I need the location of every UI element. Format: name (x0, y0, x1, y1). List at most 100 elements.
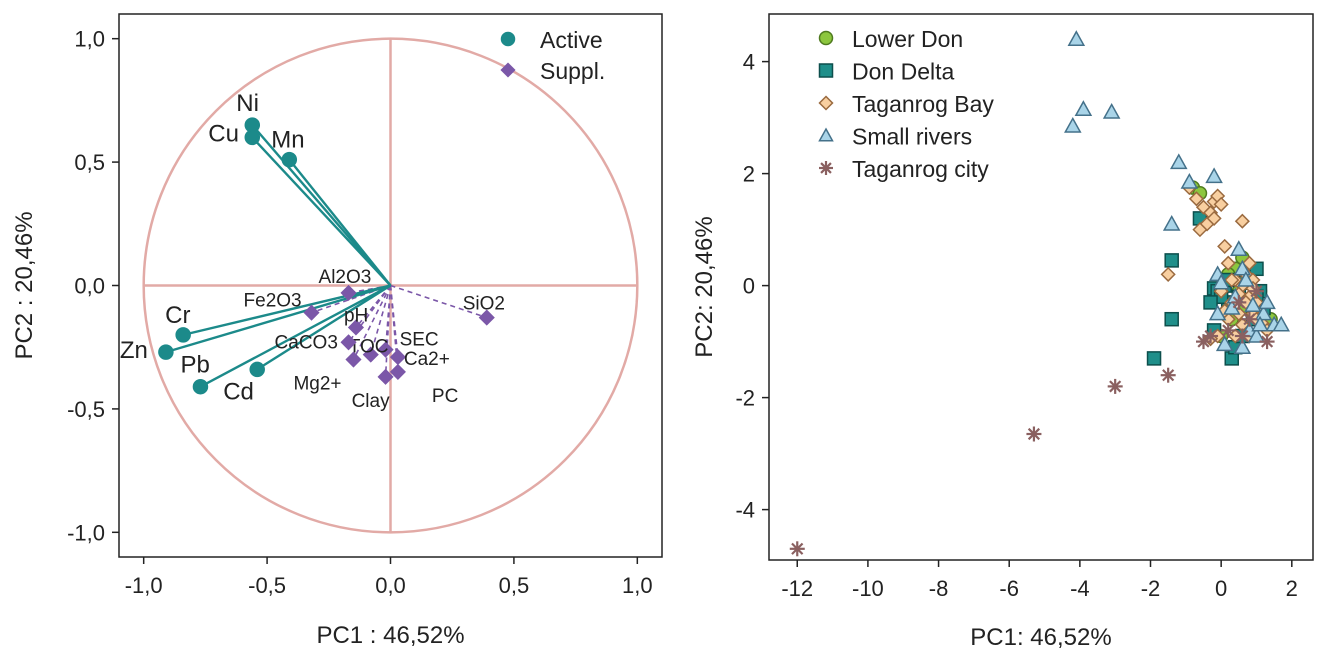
x-tick-label: -4 (1070, 576, 1090, 601)
point-taganrog-bay (1206, 210, 1222, 226)
y-tick-label: 1,0 (74, 27, 105, 52)
active-vector-cr (182, 284, 391, 337)
suppl-vector-toc (369, 285, 392, 355)
legend-label-taganrog-city: Taganrog city (852, 156, 989, 182)
suppl-vector-mg2+ (352, 285, 392, 360)
point-taganrog-city (789, 541, 805, 557)
y-tick-label: 2 (743, 162, 755, 187)
legend-marker-don-delta (818, 63, 834, 78)
legend-marker-taganrog-city (819, 161, 833, 175)
suppl-label-al2o3: Al2O3 (319, 267, 372, 288)
legend-label-suppl: Suppl. (540, 58, 605, 84)
legend-label-small-rivers: Small rivers (852, 124, 972, 150)
point-don-delta (1146, 351, 1162, 366)
point-taganrog-bay (1160, 266, 1176, 282)
point-don-delta (1164, 311, 1179, 327)
suppl-point-ca2+ (389, 349, 406, 366)
point-taganrog-city (1234, 328, 1250, 344)
suppl-label-fe2o3: Fe2O3 (244, 291, 302, 312)
suppl-point-toc (362, 346, 379, 363)
x-tick-label: -1,0 (125, 573, 163, 598)
x-tick-label: 0,0 (375, 573, 406, 598)
point-small-rivers (1215, 335, 1234, 352)
plot-frame (768, 13, 1314, 561)
suppl-vector-sio2 (390, 284, 488, 319)
active-label-zn: Zn (120, 337, 148, 364)
suppl-label-clay: Clay (352, 391, 391, 412)
point-small-rivers (1233, 338, 1252, 354)
point-small-rivers (1102, 102, 1121, 119)
point-small-rivers (1272, 315, 1290, 332)
x-tick-label: 0 (1215, 576, 1227, 601)
y-tick-label: -4 (735, 498, 755, 523)
suppl-label-ca2+: Ca2+ (404, 349, 450, 370)
active-vector-cd (256, 284, 392, 371)
y-tick-label: 0 (743, 274, 755, 299)
suppl-point-ph (347, 319, 365, 336)
active-vector-cu (251, 136, 392, 287)
legend-label-don-delta: Don Delta (852, 59, 954, 85)
point-don-delta (1164, 253, 1179, 268)
suppl-point-al2o3 (340, 284, 357, 301)
y-tick-label: 4 (743, 50, 755, 75)
point-taganrog-bay (1241, 255, 1257, 271)
point-small-rivers (1244, 296, 1262, 312)
y-axis-title: PC2: 20,46% (691, 216, 718, 357)
active-point-cd (249, 361, 265, 378)
active-point-cu (244, 129, 261, 146)
point-small-rivers (1258, 293, 1276, 310)
suppl-label-sec: SEC (400, 330, 439, 351)
point-small-rivers (1212, 273, 1230, 290)
active-point-pb (192, 378, 209, 395)
suppl-point-fe2o3 (303, 304, 320, 321)
point-taganrog-city (1248, 283, 1264, 299)
suppl-point-caco3 (340, 334, 357, 351)
active-vector-ni (251, 124, 392, 287)
y-tick-label: -2 (735, 386, 755, 411)
point-don-delta (1203, 295, 1218, 310)
legend-marker-suppl (500, 62, 516, 78)
point-small-rivers (1237, 270, 1255, 287)
x-axis-title: PC1: 46,52% (970, 624, 1111, 650)
suppl-label-pc: PC (432, 386, 458, 407)
active-vector-zn (165, 284, 391, 354)
x-tick-label: 2 (1286, 576, 1298, 601)
y-tick-label: 0,5 (74, 150, 105, 175)
point-small-rivers (1208, 304, 1227, 321)
point-taganrog-city (1107, 378, 1123, 394)
legend-marker-small-rivers (818, 127, 834, 142)
point-taganrog-city (1220, 322, 1236, 338)
legend-marker-lower-don (818, 30, 834, 46)
legend-label-active: Active (540, 27, 603, 53)
active-label-cr: Cr (165, 302, 190, 329)
point-taganrog-bay (1217, 238, 1233, 254)
point-taganrog-bay (1213, 196, 1229, 212)
series-taganrog-city (789, 283, 1275, 557)
point-taganrog-bay (1224, 272, 1240, 288)
x-axis-title: PC1 : 46,52% (316, 622, 464, 649)
legend-label-lower-don: Lower Don (852, 26, 963, 52)
suppl-point-mg2+ (345, 351, 362, 368)
point-small-rivers (1251, 315, 1269, 332)
y-tick-label: 0,0 (74, 274, 105, 299)
x-tick-label: -2 (1141, 576, 1161, 601)
point-taganrog-bay (1234, 213, 1250, 229)
suppl-point-clay (377, 368, 394, 385)
suppl-label-ph: pH (344, 305, 368, 326)
active-vector-mn (288, 158, 392, 287)
suppl-label-mg2+: Mg2+ (293, 374, 341, 395)
active-vector-pb (199, 284, 392, 388)
active-label-ni: Ni (236, 90, 259, 117)
active-point-mn (281, 151, 298, 168)
point-taganrog-city (1241, 311, 1257, 327)
y-tick-label: -1,0 (67, 520, 105, 545)
active-point-cr (175, 327, 191, 343)
suppl-vector-al2o3 (348, 284, 391, 294)
suppl-label-sio2: SiO2 (463, 294, 505, 315)
suppl-vector-clay (384, 285, 392, 377)
point-taganrog-bay (1220, 255, 1236, 271)
point-taganrog-city (1231, 294, 1247, 310)
x-tick-label: -0,5 (248, 573, 286, 598)
active-label-pb: Pb (180, 352, 209, 379)
point-small-rivers (1162, 214, 1181, 231)
